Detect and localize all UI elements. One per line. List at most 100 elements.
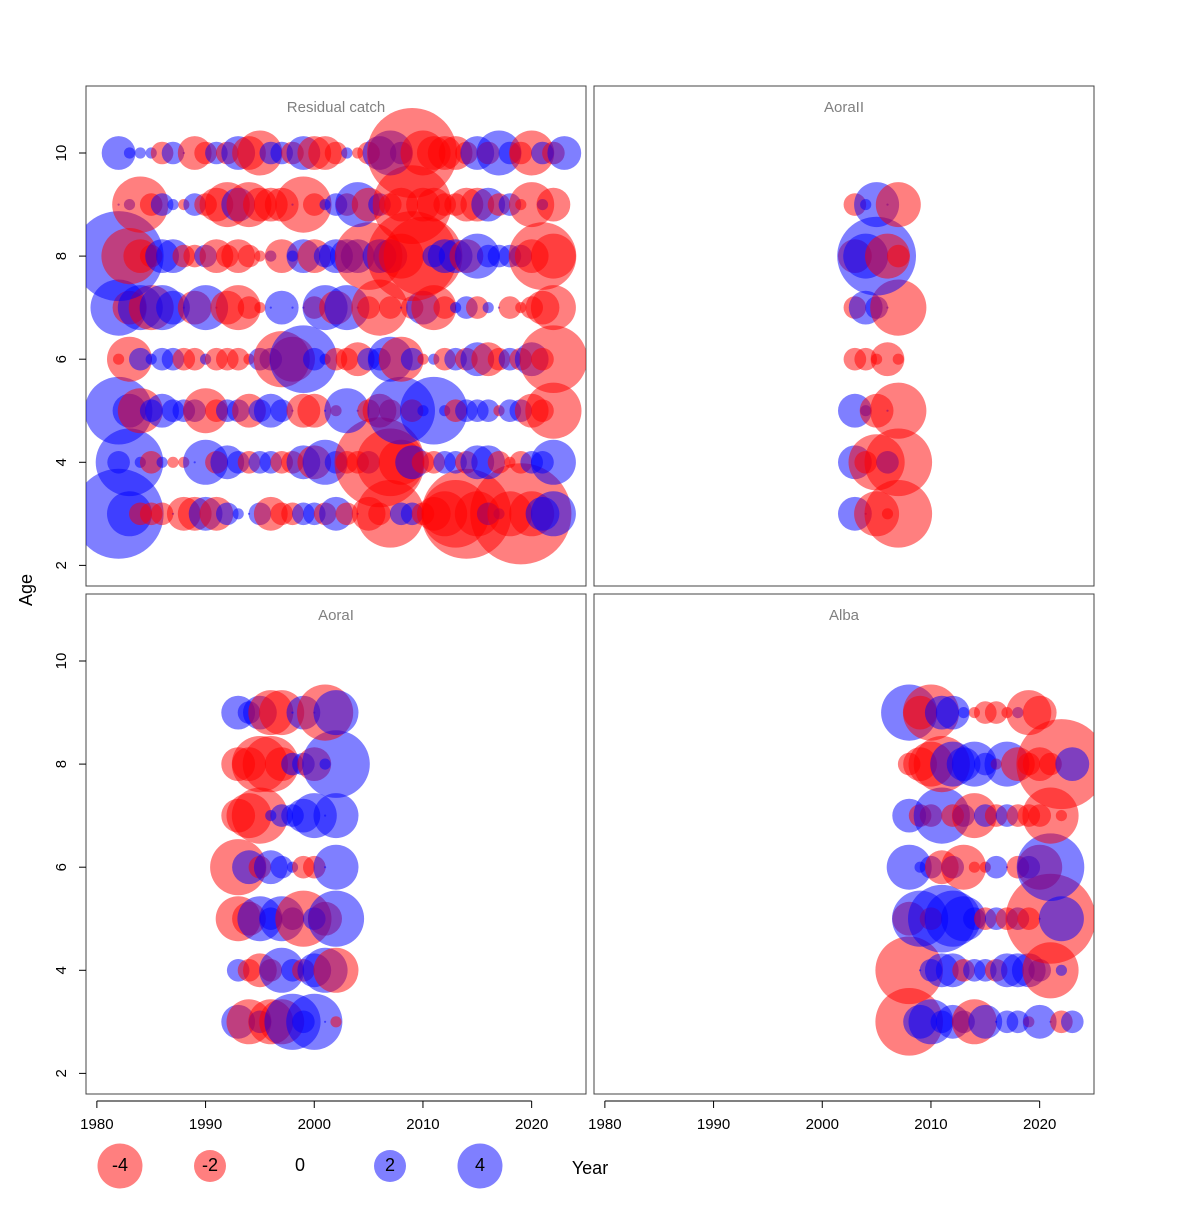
residual-bubble <box>307 890 365 947</box>
residual-bubble <box>335 502 359 526</box>
x-tick-label: 2020 <box>515 1116 548 1133</box>
residual-bubble <box>530 491 576 537</box>
x-tick-label: 2020 <box>1023 1116 1056 1133</box>
residual-bubble <box>498 296 522 319</box>
y-tick-label: 10 <box>53 653 70 670</box>
residual-bubble <box>875 936 943 1005</box>
y-axis-title: Age <box>16 574 36 606</box>
residual-bubble <box>161 141 185 165</box>
residual-bubble <box>129 347 152 371</box>
residual-bubble <box>1055 810 1067 822</box>
residual-bubble <box>530 439 576 485</box>
legend-label: 0 <box>295 1155 305 1175</box>
panel-frame <box>593 593 1095 1095</box>
residual-bubble <box>482 302 494 314</box>
residual-bubble <box>324 388 370 434</box>
residual-bubble <box>254 250 266 262</box>
residual-bubble <box>237 244 261 268</box>
residual-bubble <box>341 147 353 159</box>
residual-bubble <box>313 793 359 839</box>
residual-bubble <box>264 290 299 325</box>
residual-bubble <box>400 347 424 371</box>
panel-residual-catch: Residual catch 2 4 6 8 10 <box>53 85 587 587</box>
y-tick-label: 4 <box>53 966 70 974</box>
residual-bubble <box>1016 833 1085 901</box>
x-tick-label: 1990 <box>697 1116 730 1133</box>
x-tick-label: 2010 <box>914 1116 947 1133</box>
residual-bubble <box>167 199 179 211</box>
residual-bubble <box>1061 1010 1084 1034</box>
legend-bubble <box>457 1143 503 1189</box>
residual-bubble <box>231 787 288 844</box>
residual-bubble <box>968 1004 1003 1039</box>
x-tick-label: 1990 <box>189 1116 222 1133</box>
residual-bubble <box>379 296 402 319</box>
panel-title: AoraII <box>824 99 864 116</box>
residual-bubble <box>864 428 933 497</box>
residual-bubble <box>875 182 921 228</box>
residual-bubble <box>123 147 136 159</box>
bubble-layer <box>86 108 586 565</box>
residual-bubble <box>854 347 877 371</box>
residual-bubble <box>935 695 970 730</box>
residual-bubble <box>270 855 294 879</box>
residual-bubble <box>101 136 136 170</box>
legend-label: 2 <box>385 1155 395 1175</box>
x-tick-label: 2010 <box>406 1116 439 1133</box>
legend: -4 -2 0 2 4 <box>97 1143 503 1189</box>
legend-label: -4 <box>112 1155 128 1175</box>
residual-bubble <box>167 456 179 468</box>
x-tick-label: 2000 <box>298 1116 331 1133</box>
residual-bubble <box>864 480 933 548</box>
residual-bubble <box>216 502 239 526</box>
residual-bubble <box>530 233 576 279</box>
residual-bubble <box>134 147 146 159</box>
residual-bubble <box>156 456 168 468</box>
legend-bubble <box>374 1150 406 1182</box>
residual-bubble <box>870 342 905 377</box>
legend-label: -2 <box>202 1155 218 1175</box>
residual-bubble <box>324 1020 327 1023</box>
residual-bubble <box>984 701 1008 724</box>
residual-bubble <box>466 296 489 319</box>
panel-aorai: AoraI 2 4 6 8 10 1980 1990 2000 2010 2020 <box>53 593 587 1133</box>
panel-frame <box>85 593 587 1095</box>
residual-bubble <box>870 382 927 439</box>
residual-bubble <box>525 382 582 439</box>
bubble-layer <box>837 182 933 548</box>
y-tick-label: 2 <box>53 561 70 569</box>
residual-bubble <box>330 1016 342 1028</box>
panel-title: Alba <box>829 607 860 624</box>
residual-bubble <box>183 347 206 371</box>
residual-bubble <box>150 193 174 216</box>
x-axis-title: Year <box>572 1158 608 1178</box>
residual-bubble <box>1006 1010 1030 1034</box>
residual-bubble <box>1055 964 1067 976</box>
residual-bubble <box>941 844 987 890</box>
residual-bubble <box>232 508 244 520</box>
residual-bubble <box>547 136 582 170</box>
residual-bubble <box>1038 896 1084 942</box>
legend-label: 4 <box>475 1155 485 1175</box>
panel-frame <box>593 85 1095 587</box>
residual-bubble <box>313 844 359 890</box>
residual-bubble <box>1022 1004 1057 1039</box>
residual-bubble <box>530 285 576 331</box>
residual-bubble <box>958 707 970 719</box>
panel-alba: Alba 1980 1990 2000 2010 2020 <box>588 593 1095 1133</box>
residual-bubble <box>887 244 910 268</box>
residual-bubble <box>1055 747 1090 781</box>
residual-bubble <box>892 353 904 365</box>
residual-bubble <box>297 393 332 428</box>
residual-bubble <box>487 451 511 474</box>
residual-bubble <box>400 376 468 445</box>
panel-aoraii: AoraII <box>593 85 1095 587</box>
residual-bubble <box>324 141 348 165</box>
legend-bubble <box>97 1143 143 1189</box>
x-tick-label: 2000 <box>806 1116 839 1133</box>
y-tick-label: 8 <box>53 760 70 768</box>
residual-bubble <box>226 347 250 371</box>
x-tick-label: 1980 <box>80 1116 113 1133</box>
y-tick-label: 2 <box>53 1069 70 1077</box>
